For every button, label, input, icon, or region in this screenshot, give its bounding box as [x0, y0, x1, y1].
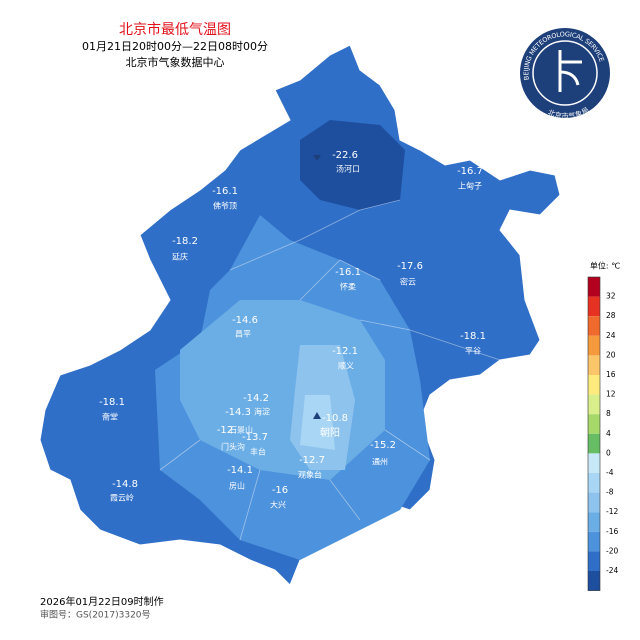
station-label: 延庆: [172, 252, 188, 262]
station-label: 密云: [400, 277, 416, 287]
station-value: -14.1: [227, 465, 253, 476]
legend-tick-label: 12: [606, 390, 616, 399]
legend-frame: [587, 276, 601, 591]
station-label: 通州: [372, 457, 388, 467]
station-value: -22.6: [332, 150, 358, 161]
legend-tick-label: 24: [606, 331, 616, 340]
legend-swatch: [588, 473, 600, 493]
station-value: -18.1: [460, 331, 486, 342]
station-label: 上甸子: [458, 181, 482, 191]
station-label: 大兴: [270, 500, 286, 510]
min-marker: [313, 155, 321, 161]
legend-swatch: [588, 296, 600, 317]
station-value: -15.2: [370, 440, 396, 451]
legend-swatch: [588, 335, 600, 356]
district-borders: [159, 199, 501, 541]
legend-swatch: [588, 433, 600, 454]
legend-swatch: [588, 277, 600, 297]
legend-swatch: [588, 531, 600, 552]
station-label: 怀柔: [340, 282, 356, 292]
legend-tick-label: 20: [606, 350, 616, 359]
station-label: 斋堂: [102, 412, 118, 422]
beijing-map: [39, 44, 561, 586]
max-marker: [313, 412, 321, 419]
legend-tick-label: 4: [606, 429, 611, 438]
station-label: 观象台: [298, 470, 322, 480]
legend-swatch: [588, 414, 600, 434]
legend-swatch: [588, 453, 600, 473]
legend-swatch: [588, 316, 600, 336]
legend-swatch: [588, 571, 600, 591]
station-value: -14.6: [232, 315, 258, 326]
station-value: -14.8: [112, 479, 138, 490]
legend-tick-label: 32: [606, 292, 616, 301]
station-value: -14.3: [225, 407, 251, 418]
station-label: 海淀: [254, 407, 270, 417]
legend-swatch: [588, 375, 600, 395]
legend-swatch: [588, 355, 600, 375]
station-value: -18.2: [172, 236, 198, 247]
station-value: -12.7: [299, 455, 325, 466]
station-label: 佛爷顶: [213, 201, 237, 211]
legend-swatch: [588, 512, 600, 532]
stations: -22.6 汤河口 -16.7 上甸子 -16.1 佛爷顶 -18.2 延庆 -16.1 怀柔 -1…: [99, 150, 486, 510]
station-label: 朝阳: [320, 427, 340, 439]
legend-tick-label: 8: [606, 409, 611, 418]
station-value: -16.7: [457, 166, 483, 177]
legend-tick-label: -12: [606, 507, 618, 516]
logo: BEIJING METEOROLOGICAL SERVICE 北京市气象局: [520, 28, 610, 121]
legend-tick-label: -20: [606, 546, 618, 555]
legend-tick-label: -8: [606, 488, 614, 497]
station-label: 丰台: [250, 447, 266, 457]
station-value: -16.1: [212, 186, 238, 197]
title: 北京市最低气温图: [119, 21, 231, 38]
legend-unit: 单位: ℃: [590, 261, 620, 271]
legend-swatch: [588, 394, 600, 415]
station-value: -12.1: [332, 346, 358, 357]
logo-ring: [532, 40, 598, 106]
station-label: 霞云岭: [110, 493, 134, 503]
legend: 32 28 24 20 16 12 8 4 0 -4 -8 -12 -16 -20 -24: [587, 276, 618, 591]
station-label: 房山: [229, 481, 245, 491]
temp-zone: [300, 120, 405, 210]
station-value: -10.8: [322, 413, 348, 424]
legend-tick-label: 0: [606, 448, 611, 457]
legend-tick-label: 28: [606, 311, 616, 320]
station-value: -12: [217, 425, 233, 436]
legend-tick-label: -4: [606, 468, 614, 477]
station-label: 石景山: [229, 425, 253, 435]
station-label: 平谷: [465, 347, 481, 356]
legend-tick-label: -16: [606, 527, 618, 536]
legend-tick-label: 16: [606, 370, 616, 379]
legend-swatch: [588, 551, 600, 571]
period: 01月21日20时00分—22日08时00分: [82, 40, 268, 53]
station-label: 昌平: [235, 330, 251, 339]
logo-glyph: [558, 50, 582, 92]
station-label: 门头沟: [221, 442, 245, 452]
source: 北京市气象数据中心: [126, 55, 225, 69]
footer-approval: 审图号：GS(2017)3320号: [40, 609, 151, 621]
station-value: -17.6: [397, 261, 423, 272]
footer-made: 2026年01月22日09时制作: [40, 595, 164, 608]
station-label: 顺义: [338, 362, 354, 371]
station-value: -13.7: [242, 432, 268, 443]
temp-zone: [300, 395, 335, 450]
station-value: -18.1: [99, 397, 125, 408]
station-value: -16: [272, 485, 288, 496]
station-label: 汤河口: [336, 164, 360, 174]
station-value: -16.1: [335, 267, 361, 278]
legend-swatch: [588, 492, 600, 513]
legend-tick-label: -24: [606, 566, 618, 575]
station-value: -14.2: [243, 393, 269, 404]
